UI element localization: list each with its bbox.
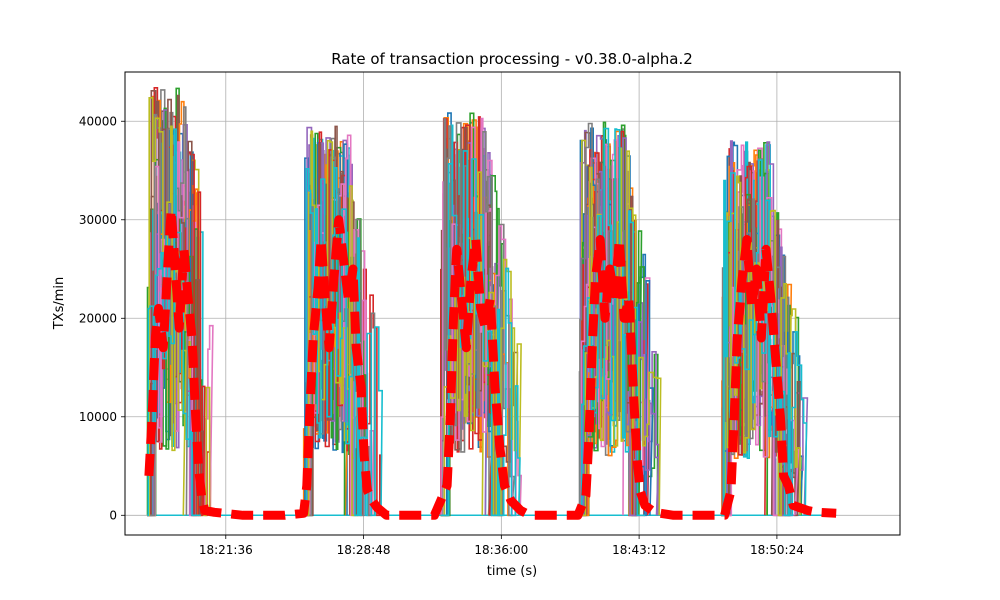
chart-title: Rate of transaction processing - v0.38.0… xyxy=(331,50,693,68)
aggregate-rate-line xyxy=(144,205,837,520)
y-tick-label: 30000 xyxy=(79,213,117,227)
x-tick-label: 18:36:00 xyxy=(474,543,528,557)
aggregate-line xyxy=(144,205,837,520)
node-series-line xyxy=(303,167,384,517)
y-tick-label: 10000 xyxy=(79,410,117,424)
node-series-line xyxy=(147,97,187,517)
plot-area: 18:21:36 18:28:48 18:36:00 18:43:12 18:50:24… xyxy=(79,71,901,557)
node-series-line xyxy=(721,159,808,517)
y-axis-ticks: 0 10000 20000 30000 40000 xyxy=(79,114,125,522)
node-series-line xyxy=(579,147,662,517)
node-series-line xyxy=(440,150,521,517)
plot-frame xyxy=(124,71,901,536)
x-tick-label: 18:43:12 xyxy=(612,543,666,557)
y-tick-label: 0 xyxy=(109,508,117,522)
node-series-line xyxy=(303,130,357,517)
x-tick-label: 18:50:24 xyxy=(750,543,804,557)
x-tick-label: 18:21:36 xyxy=(199,543,253,557)
x-tick-label: 18:28:48 xyxy=(337,543,391,557)
x-axis-label: time (s) xyxy=(487,564,537,579)
y-axis-label: TXs/min xyxy=(52,277,67,331)
x-axis-ticks: 18:21:36 18:28:48 18:36:00 18:43:12 18:50:24 xyxy=(199,535,804,557)
y-tick-label: 20000 xyxy=(79,311,117,325)
y-tick-label: 40000 xyxy=(79,114,117,128)
